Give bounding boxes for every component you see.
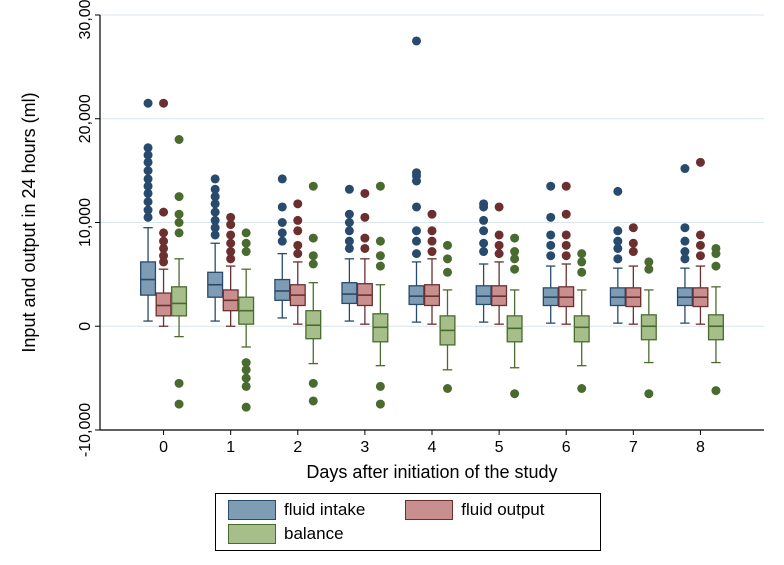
boxplot-chart: -10,000 0 10,000 20,000 30,000 0 1 2 3 4 5 6 7 8 Input… — [0, 0, 784, 565]
legend-swatch-intake — [228, 500, 276, 520]
legend: fluid intake fluid output balance — [215, 493, 601, 551]
svg-text:0: 0 — [77, 322, 94, 331]
svg-text:2: 2 — [293, 439, 302, 456]
svg-text:30,000: 30,000 — [77, 0, 94, 39]
svg-text:8: 8 — [696, 439, 705, 456]
svg-text:Input and output in 24 hours (: Input and output in 24 hours (ml) — [19, 92, 39, 352]
svg-text:20,000: 20,000 — [77, 94, 94, 143]
svg-text:3: 3 — [360, 439, 369, 456]
chart-svg: -10,000 0 10,000 20,000 30,000 0 1 2 3 4 5 6 7 8 Input… — [0, 0, 784, 565]
svg-text:Days after initiation of the s: Days after initiation of the study — [306, 462, 557, 482]
svg-text:0: 0 — [159, 439, 168, 456]
svg-text:1: 1 — [226, 439, 235, 456]
legend-swatch-output — [405, 500, 453, 520]
svg-text:7: 7 — [629, 439, 638, 456]
legend-swatch-balance — [228, 524, 276, 544]
legend-label: fluid output — [461, 500, 544, 520]
svg-text:-10,000: -10,000 — [77, 403, 94, 457]
legend-label: balance — [284, 524, 344, 544]
legend-item-intake: fluid intake — [228, 500, 365, 520]
svg-text:6: 6 — [562, 439, 571, 456]
svg-text:4: 4 — [428, 439, 437, 456]
svg-text:5: 5 — [495, 439, 504, 456]
legend-item-output: fluid output — [405, 500, 544, 520]
legend-item-balance: balance — [228, 524, 344, 544]
svg-text:10,000: 10,000 — [77, 198, 94, 247]
legend-label: fluid intake — [284, 500, 365, 520]
